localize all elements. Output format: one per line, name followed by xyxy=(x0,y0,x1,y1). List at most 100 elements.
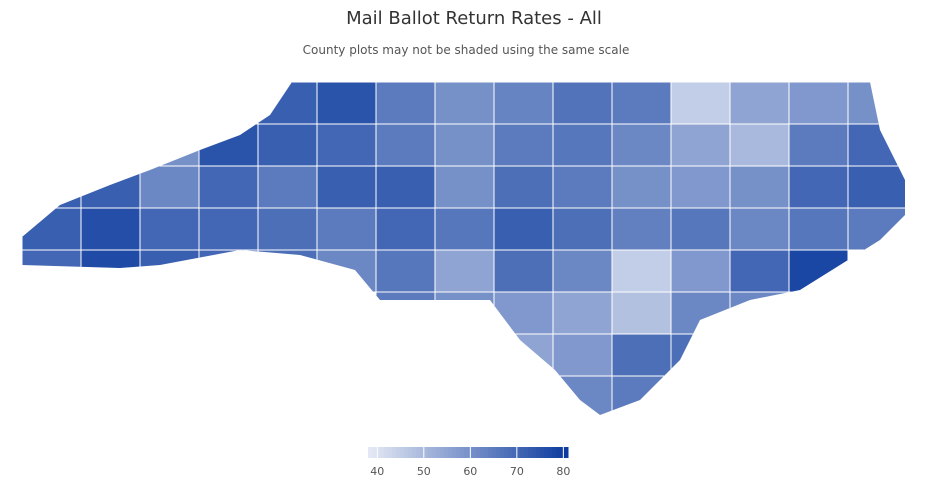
colorbar-step xyxy=(456,447,461,458)
colorbar-tick-label: 60 xyxy=(463,465,477,478)
county xyxy=(316,207,377,251)
colorbar-step xyxy=(384,447,389,458)
colorbar-tick-label: 80 xyxy=(556,465,570,478)
county xyxy=(611,249,672,293)
colorbar-step xyxy=(540,447,545,458)
colorbar-step xyxy=(512,447,517,458)
county xyxy=(788,123,849,167)
county xyxy=(552,249,613,293)
colorbar-step xyxy=(396,447,401,458)
county xyxy=(375,123,436,167)
colorbar-step xyxy=(560,447,565,458)
county xyxy=(611,291,672,335)
colorbar-step xyxy=(452,447,457,458)
colorbar-step xyxy=(420,447,425,458)
county xyxy=(729,291,790,335)
colorbar-step xyxy=(508,447,513,458)
colorbar-step xyxy=(448,447,453,458)
colorbar-step xyxy=(520,447,525,458)
county xyxy=(139,123,200,167)
county xyxy=(670,207,731,251)
colorbar-step xyxy=(504,447,509,458)
county xyxy=(22,207,82,251)
colorbar-step xyxy=(436,447,441,458)
county xyxy=(493,82,554,125)
colorbar-step xyxy=(484,447,489,458)
county xyxy=(670,82,731,125)
colorbar-tick-label: 70 xyxy=(510,465,524,478)
colorbar-step xyxy=(516,447,521,458)
colorbar: 40 50 60 70 80 xyxy=(368,447,570,478)
county xyxy=(847,207,905,251)
county xyxy=(198,165,259,209)
colorbar-step xyxy=(380,447,385,458)
counties xyxy=(22,82,905,415)
colorbar-step xyxy=(368,447,373,458)
county xyxy=(670,249,731,293)
county xyxy=(729,165,790,209)
colorbar-step xyxy=(496,447,501,458)
county xyxy=(611,207,672,251)
county xyxy=(80,165,141,209)
county xyxy=(847,165,905,209)
county xyxy=(729,207,790,251)
county xyxy=(552,291,613,335)
colorbar-step xyxy=(428,447,433,458)
colorbar-step xyxy=(500,447,505,458)
county xyxy=(552,82,613,125)
county xyxy=(493,207,554,251)
colorbar-step xyxy=(544,447,549,458)
county xyxy=(80,207,141,251)
county xyxy=(493,333,554,377)
colorbar-step xyxy=(552,447,557,458)
county xyxy=(316,123,377,167)
county xyxy=(552,165,613,209)
county xyxy=(434,291,495,335)
colorbar-step xyxy=(460,447,465,458)
county xyxy=(788,165,849,209)
colorbar-step xyxy=(404,447,409,458)
county xyxy=(611,165,672,209)
colorbar-step xyxy=(444,447,449,458)
colorbar-step xyxy=(424,447,429,458)
county xyxy=(316,82,377,125)
county xyxy=(552,333,613,377)
county xyxy=(375,207,436,251)
county xyxy=(22,249,82,293)
colorbar-step xyxy=(376,447,381,458)
county xyxy=(375,249,436,293)
county xyxy=(316,165,377,209)
colorbar-step xyxy=(388,447,393,458)
colorbar-step xyxy=(440,447,445,458)
county xyxy=(552,123,613,167)
county xyxy=(375,291,436,335)
colorbar-step xyxy=(476,447,481,458)
county xyxy=(139,207,200,251)
county xyxy=(257,123,318,167)
county xyxy=(434,82,495,125)
colorbar-step xyxy=(400,447,405,458)
county xyxy=(729,123,790,167)
county xyxy=(493,123,554,167)
colorbar-step xyxy=(464,447,469,458)
colorbar-tick-label: 40 xyxy=(370,465,384,478)
colorbar-step xyxy=(488,447,493,458)
county xyxy=(434,207,495,251)
chart-subtitle: County plots may not be shaded using the… xyxy=(303,43,630,57)
county xyxy=(139,165,200,209)
colorbar-step xyxy=(408,447,413,458)
county xyxy=(670,165,731,209)
colorbar-step xyxy=(392,447,397,458)
county xyxy=(493,165,554,209)
county xyxy=(198,82,259,125)
colorbar-step xyxy=(532,447,537,458)
county xyxy=(198,207,259,251)
county xyxy=(611,333,672,377)
chart-title: Mail Ballot Return Rates - All xyxy=(346,8,602,29)
county xyxy=(493,291,554,335)
county xyxy=(670,291,731,335)
county xyxy=(375,82,436,125)
colorbar-step xyxy=(564,447,569,458)
county xyxy=(198,123,259,167)
